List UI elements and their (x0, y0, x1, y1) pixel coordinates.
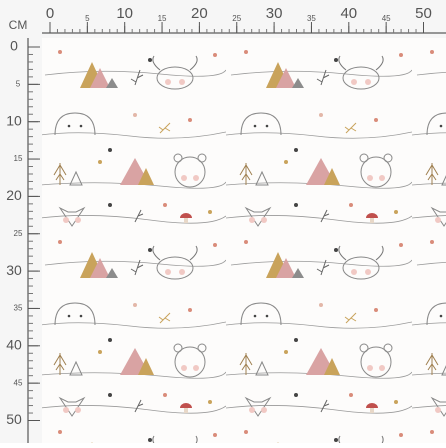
left-ruler-label: 15 (14, 154, 23, 163)
fabric-pattern (42, 38, 446, 443)
left-ruler-label: 0 (10, 38, 18, 54)
left-ruler-label: 5 (16, 79, 21, 88)
left-ruler-label: 45 (14, 378, 23, 387)
top-ruler-label: 40 (340, 5, 357, 22)
left-ruler-label: 30 (6, 262, 22, 278)
left-ruler-label: 25 (14, 229, 23, 238)
top-ruler-label: 0 (46, 5, 54, 22)
left-ruler-label: 40 (6, 337, 22, 353)
left-ruler-label: 20 (6, 187, 22, 203)
left-ruler-label: 35 (14, 304, 23, 313)
unit-label: CM (9, 18, 28, 32)
top-ruler-label: 35 (307, 14, 316, 23)
top-ruler-label: 50 (415, 5, 432, 22)
top-ruler-label: 5 (85, 14, 90, 23)
top-ruler-label: 15 (158, 14, 167, 23)
top-ruler-label: 25 (232, 14, 241, 23)
left-ruler-label: 50 (6, 411, 22, 427)
left-ruler-label: 10 (6, 112, 22, 128)
top-ruler-label: 10 (116, 5, 133, 22)
top-ruler-label: 30 (266, 5, 283, 22)
top-ruler-label: 45 (382, 14, 391, 23)
top-ruler-label: 20 (191, 5, 208, 22)
